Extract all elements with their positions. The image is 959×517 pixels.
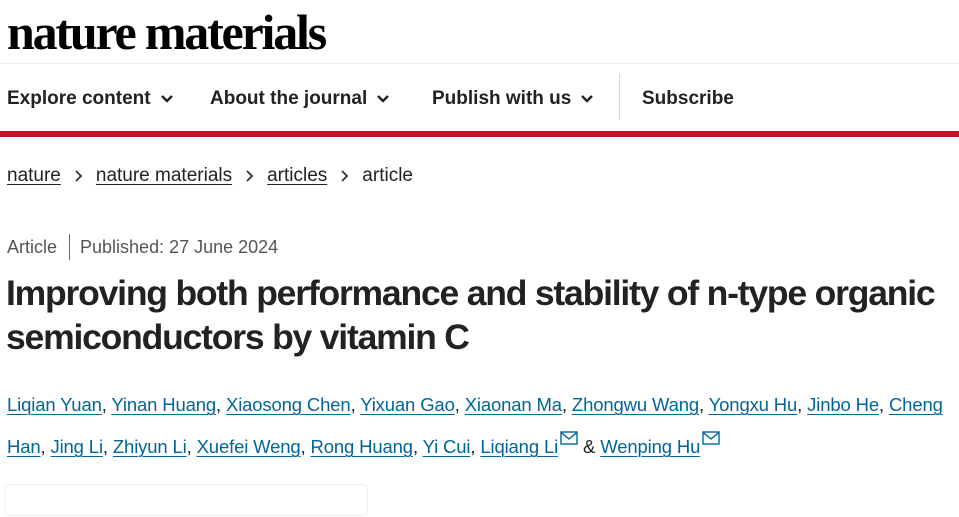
- author-link[interactable]: Jing Li: [50, 436, 103, 457]
- nav-item-label: Explore content: [7, 88, 151, 109]
- author-link[interactable]: Yi Cui: [422, 436, 471, 457]
- author-separator: ,: [216, 394, 226, 415]
- breadcrumb-current: article: [362, 165, 413, 186]
- faint-panel: [4, 484, 368, 516]
- author-link[interactable]: Zhongwu Wang: [571, 394, 700, 415]
- site-logo[interactable]: nature materials: [7, 4, 327, 60]
- author-separator: ,: [470, 436, 481, 457]
- author-separator: ,: [186, 436, 197, 457]
- author-link[interactable]: Liqian Yuan: [7, 394, 102, 415]
- breadcrumb-link-nature[interactable]: nature: [7, 165, 61, 186]
- author-separator: ,: [101, 394, 112, 415]
- nav-publish-with-us[interactable]: Publish with us: [432, 74, 594, 124]
- author-separator: ,: [699, 394, 709, 415]
- author-link[interactable]: Yongxu Hu: [708, 394, 798, 415]
- published-date: Published: 27 June 2024: [80, 236, 279, 257]
- author-link[interactable]: Liqiang Li: [480, 436, 559, 457]
- author-link[interactable]: Xiaosong Chen: [226, 394, 351, 415]
- article-title: Improving both performance and stability…: [6, 273, 936, 357]
- article-meta: Article Published: 27 June 2024: [7, 234, 278, 260]
- article-type: Article: [7, 236, 58, 257]
- author-link[interactable]: Wenping Hu: [600, 436, 701, 457]
- author-list: Liqian Yuan, Yinan Huang, Xiaosong Chen,…: [7, 384, 957, 468]
- main-nav: Explore content About the journal Publis…: [0, 74, 959, 124]
- chevron-right-icon: [341, 170, 349, 182]
- author-link[interactable]: Jinbo He: [807, 394, 879, 415]
- email-icon[interactable]: [560, 431, 578, 445]
- breadcrumb: nature nature materials articles article: [7, 165, 413, 187]
- author-separator: ,: [797, 394, 808, 415]
- author-link[interactable]: Cheng Han: [7, 394, 943, 457]
- nav-item-label: Publish with us: [432, 88, 572, 109]
- chevron-down-icon: [160, 95, 173, 103]
- author-link[interactable]: Xuefei Weng: [196, 436, 301, 457]
- nav-item-label: About the journal: [210, 88, 368, 109]
- nav-item-label: Subscribe: [642, 88, 734, 109]
- chevron-down-icon: [581, 95, 594, 103]
- accent-bar: [0, 131, 959, 137]
- nav-subscribe[interactable]: Subscribe: [642, 74, 734, 124]
- email-icon[interactable]: [702, 431, 720, 445]
- author-link[interactable]: Yinan Huang: [111, 394, 217, 415]
- chevron-right-icon: [246, 170, 254, 182]
- author-link[interactable]: Yixuan Gao: [360, 394, 455, 415]
- nav-about-the-journal[interactable]: About the journal: [210, 74, 390, 124]
- author-separator: ,: [561, 394, 572, 415]
- author-link[interactable]: Zhiyun Li: [112, 436, 187, 457]
- meta-divider: [69, 234, 71, 260]
- author-separator: ,: [878, 394, 889, 415]
- author-link[interactable]: Rong Huang: [310, 436, 414, 457]
- author-separator: ,: [350, 394, 361, 415]
- nav-explore-content[interactable]: Explore content: [7, 74, 174, 124]
- author-separator: ,: [102, 436, 113, 457]
- author-link[interactable]: Xiaonan Ma: [464, 394, 562, 415]
- author-separator: ,: [454, 394, 465, 415]
- chevron-down-icon: [377, 95, 390, 103]
- header-divider: [0, 63, 959, 64]
- author-separator: ,: [40, 436, 51, 457]
- chevron-right-icon: [75, 170, 83, 182]
- breadcrumb-link-articles[interactable]: articles: [267, 165, 328, 186]
- nav-separator: [619, 74, 620, 120]
- author-ampersand: &: [578, 436, 601, 457]
- author-separator: ,: [300, 436, 311, 457]
- author-separator: ,: [412, 436, 423, 457]
- breadcrumb-link-nature-materials[interactable]: nature materials: [95, 165, 233, 186]
